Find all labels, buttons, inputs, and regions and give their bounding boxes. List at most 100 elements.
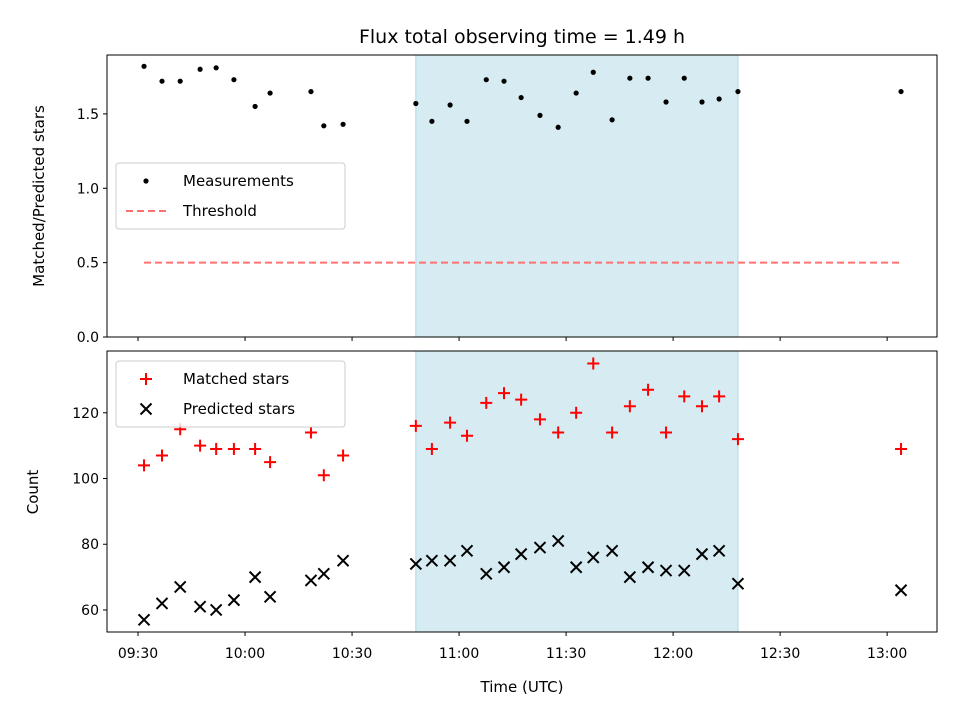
axes-frame <box>106 350 938 633</box>
matched-stars-point <box>695 400 708 413</box>
measurement-point <box>699 99 705 105</box>
measurement-point <box>609 117 615 123</box>
matched-stars-point <box>713 390 726 403</box>
measurement-point <box>518 94 524 101</box>
y-axis-label-top: Matched/Predicted stars <box>30 105 48 287</box>
predicted-stars-point <box>587 551 600 564</box>
predicted-stars-point <box>695 547 709 561</box>
predicted-stars-point <box>425 554 439 567</box>
predicted-stars-point <box>193 600 207 613</box>
matched-stars-point <box>552 426 565 439</box>
y-tick-label: 0.5 <box>77 256 99 272</box>
measurement-point <box>197 66 203 72</box>
matched-stars-point <box>895 442 908 455</box>
predicted-stars-point <box>155 597 169 610</box>
legend-box <box>115 360 346 428</box>
matched-stars-point <box>515 393 528 406</box>
matched-stars-point <box>570 406 583 419</box>
y-tick-label: 80 <box>81 537 99 553</box>
legend-x-marker <box>139 402 153 416</box>
x-tick-label: 10:00 <box>225 646 265 662</box>
matched-stars-point <box>156 449 169 462</box>
measurement-point <box>627 75 633 81</box>
axes-frame <box>106 54 938 338</box>
matched-stars-point <box>317 469 330 482</box>
measurement-point <box>429 118 435 124</box>
measurement-point <box>555 124 561 130</box>
measurement-point <box>231 77 237 83</box>
measurement-point <box>267 90 273 96</box>
matched-stars-point <box>533 413 546 426</box>
predicted-stars-point <box>336 554 350 567</box>
legend-label: Matched stars <box>183 370 289 388</box>
matched-stars-point <box>138 459 151 472</box>
x-axis-label: Time (UTC) <box>480 678 564 696</box>
measurement-point <box>177 78 183 84</box>
measurement-point <box>213 65 219 71</box>
y-tick-label: 1.5 <box>77 107 99 123</box>
predicted-stars-point <box>514 547 528 561</box>
y-axis-label-bottom: Count <box>24 470 42 515</box>
legend-box <box>115 162 346 230</box>
measurement-point <box>735 88 741 95</box>
x-tick-label: 11:00 <box>439 646 479 662</box>
measurement-point <box>573 90 579 96</box>
x-tick-label: 12:30 <box>760 646 800 662</box>
predicted-stars-point <box>497 561 511 574</box>
x-tick-label: 10:30 <box>332 646 372 662</box>
matched-stars-point <box>480 396 493 409</box>
predicted-stars-point <box>641 561 655 574</box>
matched-stars-point <box>304 426 317 439</box>
matched-stars-point <box>660 426 673 439</box>
measurement-point <box>483 77 489 83</box>
predicted-stars-point <box>173 580 187 594</box>
predicted-stars-point <box>263 590 277 604</box>
predicted-stars-point <box>731 577 745 590</box>
y-tick-label: 100 <box>72 472 99 488</box>
matched-stars-point <box>498 387 511 400</box>
measurement-point <box>340 121 346 127</box>
matched-stars-point <box>227 442 240 455</box>
x-tick-label: 12:00 <box>653 646 693 662</box>
measurement-point <box>141 63 147 69</box>
matched-stars-point <box>425 442 438 455</box>
x-tick-label: 09:30 <box>118 646 158 662</box>
legend-dot-marker <box>143 178 149 184</box>
predicted-stars-point <box>248 570 262 584</box>
measurement-point <box>447 102 453 108</box>
predicted-stars-point <box>678 564 691 577</box>
matched-stars-point <box>731 433 744 446</box>
shaded-span <box>415 350 739 633</box>
measurement-point <box>681 75 687 81</box>
predicted-stars-point <box>304 574 318 587</box>
predicted-stars-point <box>209 603 223 617</box>
predicted-stars-point <box>317 567 331 581</box>
predicted-stars-point <box>623 570 637 584</box>
measurement-point <box>413 100 419 107</box>
predicted-stars-point <box>605 544 619 558</box>
matched-stars-point <box>249 442 262 455</box>
matched-stars-point <box>337 449 350 462</box>
y-tick-label: 120 <box>72 406 99 422</box>
measurement-point <box>898 88 904 95</box>
matched-stars-point <box>642 383 655 396</box>
predicted-stars-point <box>137 613 151 627</box>
x-tick-label: 13:00 <box>867 646 907 662</box>
predicted-stars-point <box>480 567 493 581</box>
predicted-stars-point <box>460 544 474 558</box>
measurement-point <box>321 123 327 129</box>
legend: Matched stars Predicted stars <box>115 360 346 428</box>
predicted-stars-point <box>533 541 547 554</box>
predicted-stars-point <box>551 534 565 548</box>
shaded-span <box>415 54 739 338</box>
predicted-stars-point <box>227 593 241 607</box>
matched-stars-point <box>264 456 277 469</box>
measurement-point <box>159 78 165 84</box>
matched-stars-point <box>587 357 600 370</box>
panel-0: 0.0 0.5 1.0 1.5 Measurements Threshold <box>77 54 938 346</box>
legend-label: Threshold <box>182 202 257 220</box>
matched-stars-point <box>460 429 473 442</box>
measurement-point <box>590 69 596 75</box>
measurement-point <box>252 103 258 110</box>
